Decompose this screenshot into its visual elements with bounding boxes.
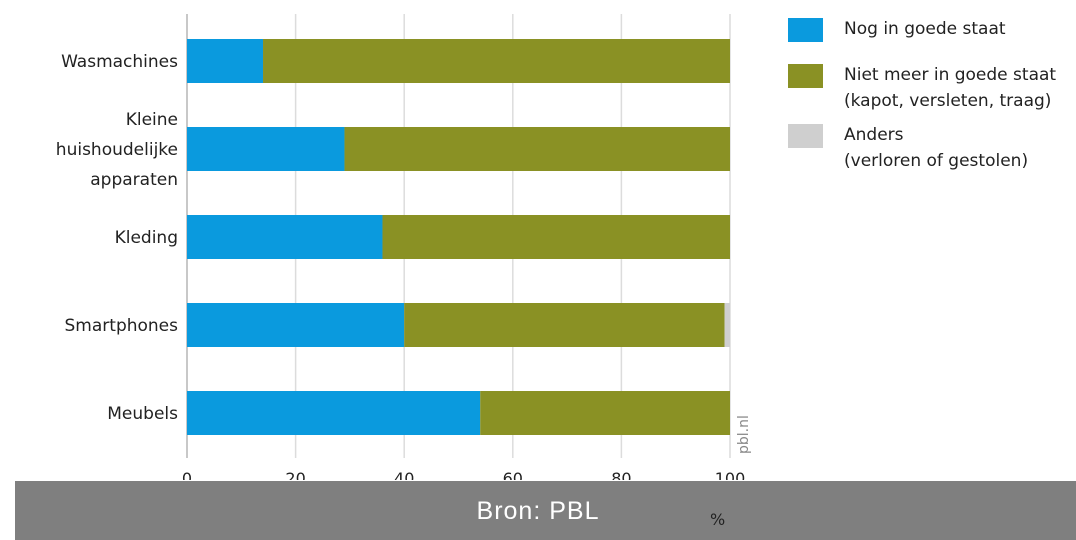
watermark-text: pbl.nl — [736, 415, 752, 454]
bar-segment — [187, 39, 264, 83]
category-label: apparaten — [90, 170, 178, 190]
legend-label: Niet meer in goede staat — [844, 65, 1057, 85]
bar-segment — [263, 39, 730, 83]
legend: Nog in goede staat Niet meer in goede st… — [788, 16, 1076, 182]
x-tick-label: 0 — [182, 469, 192, 480]
category-label: Smartphones — [65, 316, 179, 336]
bar-segment — [382, 215, 730, 259]
legend-item-nog-in-goede-staat: Nog in goede staat — [788, 16, 1076, 50]
legend-sublabel: (kapot, versleten, traag) — [844, 91, 1052, 111]
legend-item-niet-meer-in-goede-staat: Niet meer in goede staat (kapot, verslet… — [788, 62, 1076, 112]
legend-sublabel: (verloren of gestolen) — [844, 151, 1029, 171]
bar-segment — [724, 303, 730, 347]
category-label: Kleding — [115, 228, 178, 248]
bar-segment — [480, 391, 730, 435]
legend-swatch-blue — [788, 18, 823, 42]
bar-segment — [187, 303, 405, 347]
legend-swatch-green — [788, 64, 823, 88]
legend-label: Anders — [844, 125, 904, 145]
x-tick-label: 40 — [394, 469, 414, 480]
x-axis-unit-label: % — [710, 510, 726, 529]
x-tick-label: 60 — [503, 469, 523, 480]
source-footer-bar — [15, 481, 1076, 540]
bar-segment — [187, 391, 481, 435]
bar-segment — [187, 127, 345, 171]
category-label: Kleine — [126, 110, 178, 130]
bar-segment — [187, 215, 383, 259]
bar-segment — [344, 127, 730, 171]
x-tick-label: 20 — [285, 469, 305, 480]
x-tick-label: 100 — [715, 469, 746, 480]
stacked-bar-chart: Wasmachines Kleine huishoudelijke apparaten… — [56, 14, 746, 480]
source-caption: Bron: PBL — [476, 497, 600, 525]
source-watermark: pbl.nl — [736, 398, 760, 458]
x-tick-label: 80 — [611, 469, 631, 480]
bar-segment — [404, 303, 725, 347]
legend-item-anders: Anders (verloren of gestolen) — [788, 122, 1076, 172]
category-label: huishoudelijke — [56, 140, 178, 160]
legend-label: Nog in goede staat — [844, 19, 1006, 39]
category-label: Meubels — [107, 404, 178, 424]
category-label: Wasmachines — [61, 52, 178, 72]
legend-swatch-grey — [788, 124, 823, 148]
